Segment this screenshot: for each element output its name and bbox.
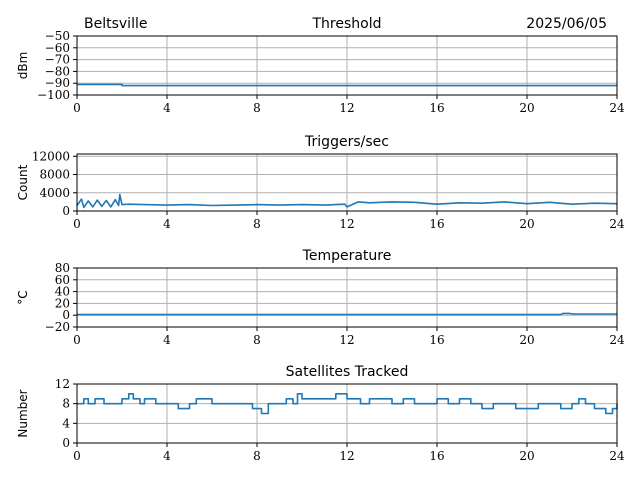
y-tick-label: 12000 [32,149,70,163]
date-label: 2025/06/05 [526,16,607,32]
x-tick-label: 4 [163,101,171,115]
x-tick-label: 20 [519,217,534,231]
panel-title: Satellites Tracked [286,364,409,380]
y-axis-label: Count [16,164,30,200]
x-tick-label: 16 [429,217,444,231]
x-tick-label: 24 [609,101,625,115]
series-line-1 [77,393,618,415]
x-tick-label: 8 [253,101,261,115]
y-tick-label: −100 [37,88,70,102]
y-tick-label: 60 [55,273,70,287]
x-tick-label: 8 [253,217,261,231]
chart-panel-4: 0 4 8 12 16 20 24 0 4 8 12 Satellites Tracked Number [16,364,625,463]
y-tick-label: −90 [45,76,70,90]
x-tick-label: 20 [519,101,534,115]
x-tick-label: 4 [163,449,171,463]
series-line-1 [77,83,617,87]
y-tick-label: 0 [62,436,70,450]
x-tick-label: 0 [73,217,81,231]
x-tick-label: 16 [429,449,444,463]
x-tick-label: 8 [253,333,261,347]
y-tick-label: 4000 [39,186,70,200]
x-tick-label: 0 [73,449,81,463]
y-tick-label: −60 [45,41,70,55]
y-axis-label: °C [16,290,30,304]
x-tick-label: 12 [339,333,354,347]
x-tick-label: 0 [73,333,81,347]
x-tick-label: 24 [609,449,625,463]
panel-title: Threshold [312,16,382,32]
y-tick-label: −20 [45,320,70,334]
x-tick-label: 4 [163,333,171,347]
y-tick-label: 20 [55,296,70,310]
y-tick-label: 4 [62,416,70,430]
x-tick-label: 16 [429,333,444,347]
x-tick-label: 12 [339,101,354,115]
x-tick-label: 8 [253,449,261,463]
x-tick-label: 0 [73,101,81,115]
y-tick-label: −80 [45,64,70,78]
x-tick-label: 24 [609,217,625,231]
y-tick-label: 8000 [39,168,70,182]
x-tick-label: 12 [339,449,354,463]
chart-panel-1: 0 4 8 12 16 20 24 −100−90−80−70−60−50 Threshold d… [16,16,625,115]
y-tick-label: −50 [45,29,70,43]
y-tick-label: −70 [45,53,70,67]
series-line-1 [77,312,617,316]
panel-title: Triggers/sec [304,134,389,150]
y-tick-label: 12 [55,377,70,391]
station-label: Beltsville [84,16,147,32]
y-tick-label: 0 [62,308,70,322]
x-tick-label: 12 [339,217,354,231]
x-tick-label: 24 [609,333,625,347]
y-tick-label: 0 [62,204,70,218]
y-tick-label: 8 [62,397,70,411]
chart-panels: 0 4 8 12 16 20 24 −100−90−80−70−60−50 Threshold d… [16,16,625,463]
series-line-1 [76,193,618,209]
x-tick-label: 20 [519,449,534,463]
y-axis-label: Number [16,389,30,437]
x-tick-label: 16 [429,101,444,115]
y-axis-label: dBm [16,52,30,80]
chart-panel-2: 0 4 8 12 16 20 24 0 4000 8000 12000 Triggers/sec Cou… [16,134,625,231]
y-tick-label: 40 [55,285,70,299]
x-tick-label: 20 [519,333,534,347]
panel-title: Temperature [302,248,392,264]
y-tick-label: 80 [55,261,70,275]
x-tick-label: 4 [163,217,171,231]
